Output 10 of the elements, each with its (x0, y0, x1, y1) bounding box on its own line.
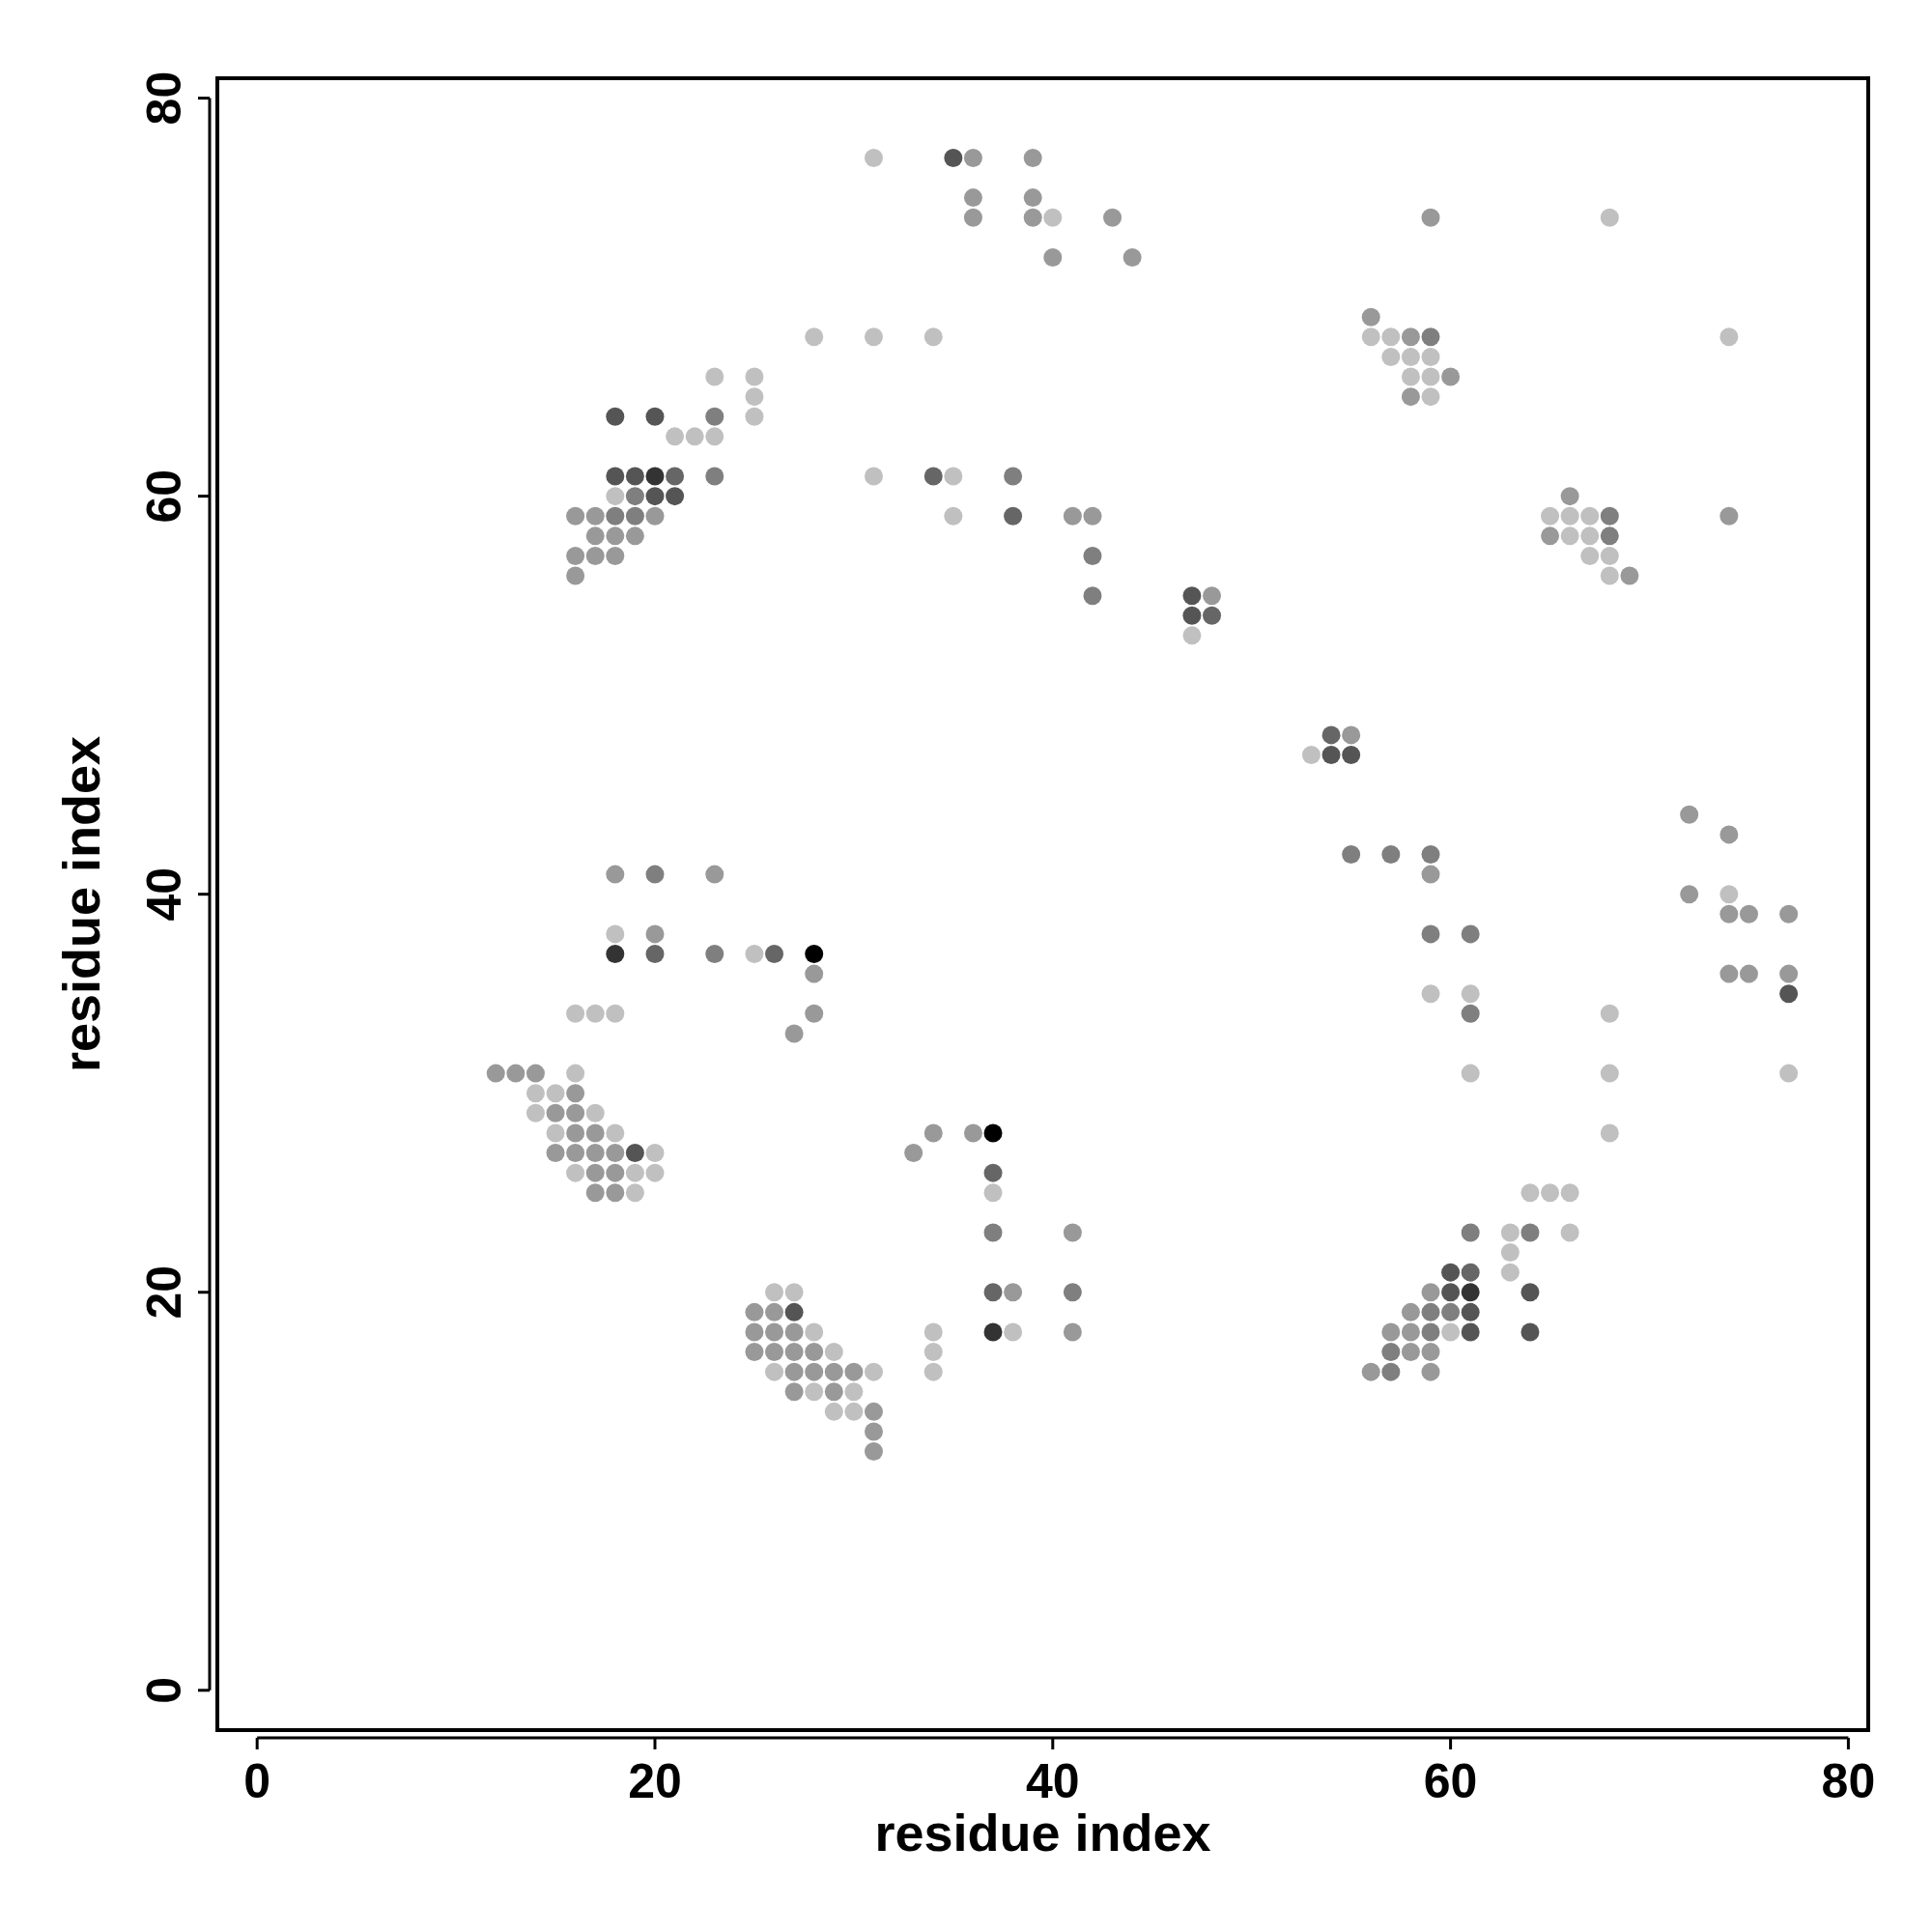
y-tick-label: 60 (137, 469, 191, 524)
y-tick-label: 0 (137, 1676, 191, 1704)
y-tick-label: 40 (137, 867, 191, 922)
x-tick-label: 20 (628, 1754, 682, 1808)
x-tick-label: 60 (1423, 1754, 1478, 1808)
y-tick-label: 80 (137, 71, 191, 126)
x-tick-label: 0 (243, 1754, 271, 1808)
x-tick-label: 80 (1821, 1754, 1876, 1808)
y-axis-title: residue index (52, 735, 110, 1073)
y-tick-label: 20 (137, 1264, 191, 1320)
